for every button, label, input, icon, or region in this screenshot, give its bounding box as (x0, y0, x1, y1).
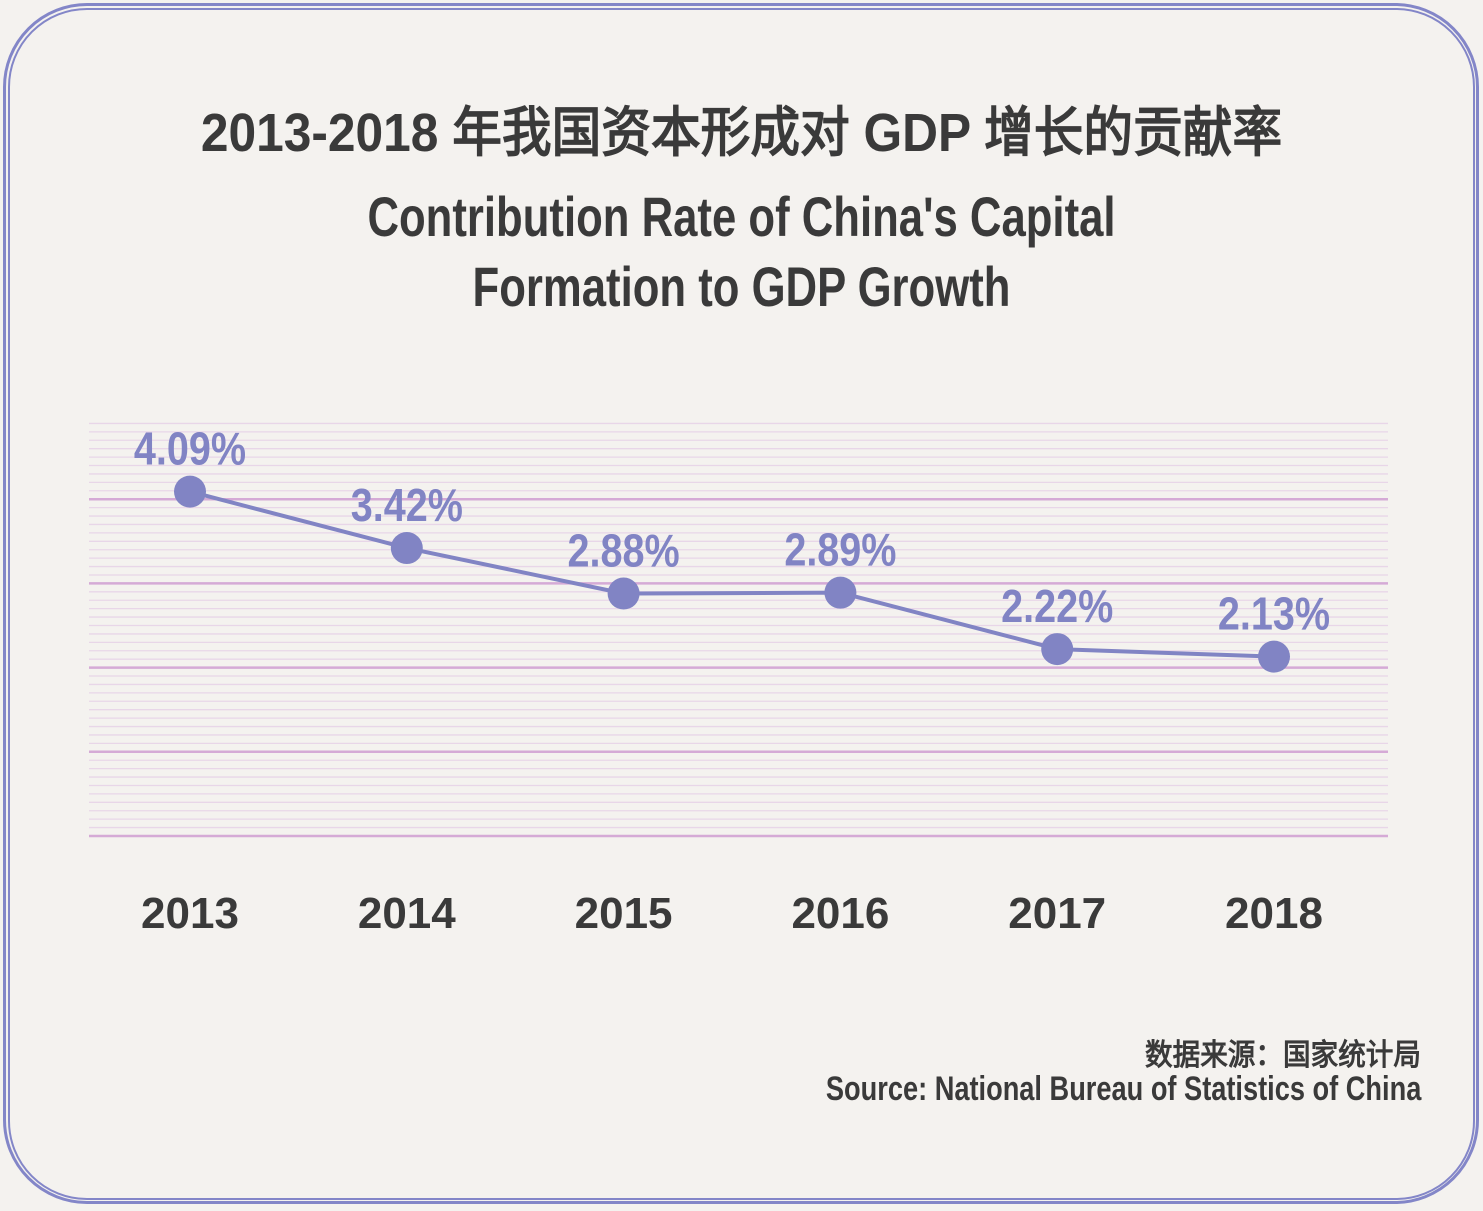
data-point (174, 475, 206, 508)
x-tick-label: 2017 (1008, 889, 1106, 938)
source-english: Source: National Bureau of Statistics of… (825, 1070, 1421, 1108)
chart-title-english-line2: Formation to GDP Growth (472, 255, 1011, 318)
x-tick-label: 2016 (791, 889, 889, 938)
data-label: 2.88% (568, 526, 680, 577)
x-tick-label: 2013 (141, 889, 239, 938)
gridlines (89, 422, 1388, 838)
chart-title-chinese: 2013-2018 年我国资本形成对 GDP 增长的贡献率 (200, 103, 1283, 163)
data-point (1041, 633, 1074, 666)
chart-title-english-line1: Contribution Rate of China's Capital (367, 185, 1116, 248)
x-tick-label: 2015 (575, 889, 673, 938)
data-labels: 4.09% 3.42% 2.88% 2.89% 2.22% 2.13% (134, 424, 1330, 640)
data-label: 2.89% (784, 525, 896, 576)
data-points (174, 475, 1290, 673)
data-label: 3.42% (351, 480, 463, 531)
data-point (390, 532, 423, 565)
data-point (607, 577, 640, 610)
chart-title-english: Contribution Rate of China's Capital For… (163, 182, 1320, 322)
x-axis-tick-labels: 2013 2014 2015 2016 2017 2018 (141, 889, 1323, 938)
x-tick-label: 2014 (358, 889, 456, 938)
source-chinese: 数据来源：国家统计局 (1145, 1038, 1421, 1073)
outer-frame-border (3, 3, 1479, 1204)
x-tick-label: 2018 (1225, 889, 1323, 938)
series-line (189, 489, 1275, 659)
data-point (824, 576, 857, 609)
data-label: 4.09% (134, 424, 246, 475)
inner-frame-border (8, 8, 1475, 1200)
data-label: 2.22% (1001, 581, 1113, 632)
data-point (1258, 640, 1290, 673)
series-line-group (189, 489, 1275, 659)
data-label: 2.13% (1218, 589, 1330, 640)
